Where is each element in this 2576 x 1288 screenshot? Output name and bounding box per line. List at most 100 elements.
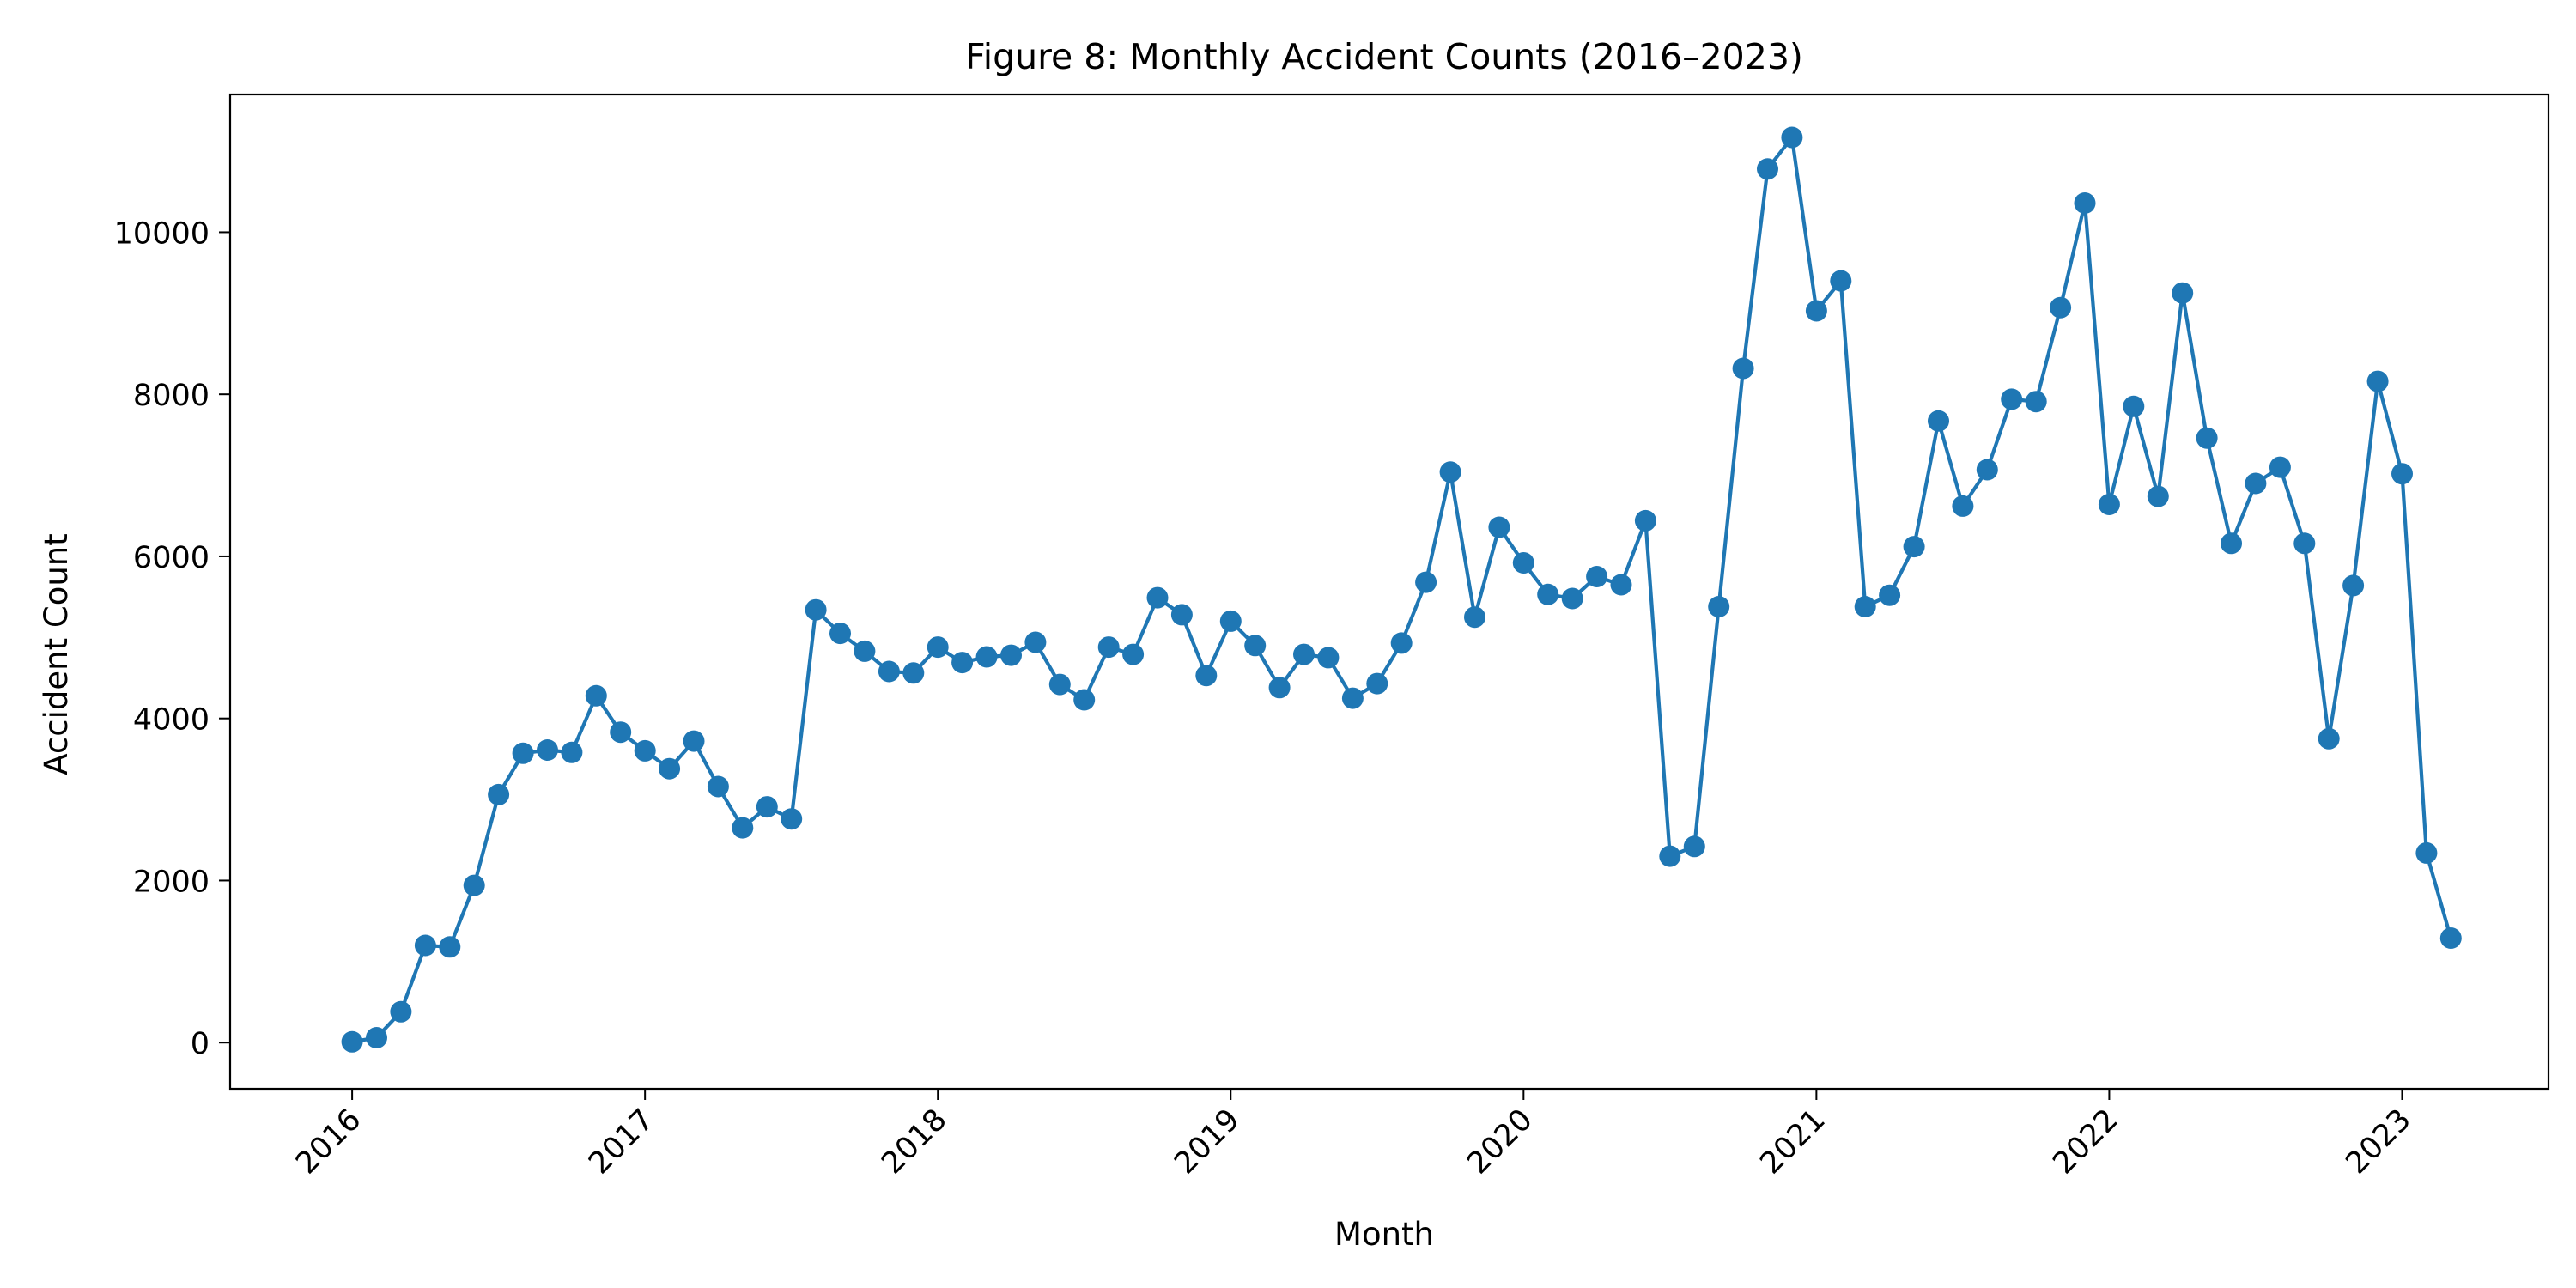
data-point: [1659, 845, 1681, 867]
data-point: [2123, 395, 2145, 417]
x-axis-label: Month: [1334, 1216, 1434, 1253]
data-point: [1146, 586, 1169, 609]
data-point: [1366, 672, 1388, 695]
data-point: [659, 757, 681, 780]
data-point: [1219, 610, 1242, 632]
data-point: [1024, 631, 1047, 653]
data-point: [1952, 495, 1974, 517]
data-point: [1122, 643, 1145, 665]
x-tick-label: 2020: [1461, 1103, 1539, 1181]
data-point: [414, 934, 436, 957]
data-point: [975, 646, 998, 668]
data-point: [1830, 270, 1852, 292]
data-point: [2172, 282, 2194, 304]
data-point: [756, 796, 778, 818]
data-point: [2025, 391, 2047, 413]
data-point: [2342, 574, 2365, 597]
data-point: [829, 623, 851, 645]
data-point: [1634, 509, 1656, 532]
plot-frame: [228, 93, 2550, 1091]
data-point: [1928, 410, 1949, 432]
data-point: [1439, 461, 1461, 483]
data-point: [1757, 158, 1778, 180]
data-point: [2221, 532, 2242, 555]
data-point: [2366, 370, 2389, 392]
y-tick-label: 8000: [133, 379, 210, 413]
data-point: [1586, 566, 1608, 587]
data-point: [1488, 516, 1510, 538]
data-point: [1073, 689, 1096, 711]
data-point: [1683, 835, 1705, 858]
data-point: [1464, 606, 1485, 629]
data-point: [2415, 841, 2438, 864]
data-point: [707, 775, 729, 798]
data-point: [439, 936, 461, 958]
data-point: [1512, 552, 1534, 574]
x-tick-label: 2017: [582, 1103, 660, 1181]
data-point: [1805, 300, 1827, 322]
axes: 0 2000 4000 6000 8000 10000 2016 2017 2018 2019 20…: [114, 93, 2550, 1181]
y-axis-label: Accident Count: [38, 533, 75, 775]
y-tick-label: 2000: [133, 865, 210, 899]
data-point: [1293, 643, 1315, 665]
data-point: [927, 636, 949, 659]
data-point: [390, 1000, 412, 1023]
y-tick-label: 4000: [133, 703, 210, 738]
data-point: [1781, 126, 1803, 149]
data-point: [1341, 687, 1364, 709]
data-point: [366, 1027, 387, 1048]
data-point: [2269, 456, 2291, 478]
data-point: [537, 739, 558, 761]
data-point: [902, 662, 925, 684]
data-point: [951, 652, 974, 674]
data-point: [683, 730, 705, 752]
data-point: [1097, 636, 1120, 659]
data-point: [854, 640, 876, 662]
data-point: [1195, 665, 1218, 687]
data-point: [634, 739, 656, 762]
data-point: [1610, 574, 1632, 596]
data-point: [2439, 927, 2462, 949]
data-point: [781, 808, 803, 830]
data-point: [2001, 388, 2023, 410]
x-tick-label: 2023: [2340, 1103, 2418, 1181]
data-point: [805, 598, 827, 621]
data-point: [1048, 673, 1071, 696]
data-point: [732, 817, 754, 839]
data-point: [1170, 604, 1193, 626]
data-point: [2050, 296, 2072, 319]
data-point: [2074, 192, 2096, 214]
data-point: [1732, 357, 1754, 380]
data-point: [878, 660, 900, 683]
data-point: [1854, 596, 1876, 617]
data-point: [341, 1030, 363, 1053]
y-tick-label: 0: [191, 1027, 210, 1061]
x-tick-label: 2018: [875, 1103, 953, 1181]
series-line: [351, 135, 2453, 1044]
data-point: [585, 684, 607, 707]
data-point: [2098, 494, 2120, 515]
data-point: [1317, 647, 1340, 669]
data-point: [1976, 459, 1998, 481]
data-point: [2391, 463, 2413, 485]
data-point: [1903, 536, 1925, 558]
data-point: [1708, 596, 1730, 617]
data-point: [2245, 472, 2267, 495]
y-tick-label: 10000: [114, 216, 210, 251]
data-point: [561, 741, 583, 763]
data-point: [1415, 571, 1437, 593]
data-point: [463, 874, 485, 896]
x-tick-label: 2016: [289, 1103, 368, 1181]
x-tick-label: 2022: [2047, 1103, 2125, 1181]
data-point: [2196, 427, 2218, 449]
data-point: [1390, 632, 1413, 654]
data-point: [1244, 635, 1267, 657]
x-tick-label: 2021: [1753, 1103, 1832, 1181]
series: [341, 126, 2462, 1053]
chart-title: Figure 8: Monthly Accident Counts (2016–…: [965, 36, 1803, 77]
data-point: [488, 783, 510, 805]
data-point: [2293, 532, 2316, 555]
data-point: [512, 742, 534, 764]
